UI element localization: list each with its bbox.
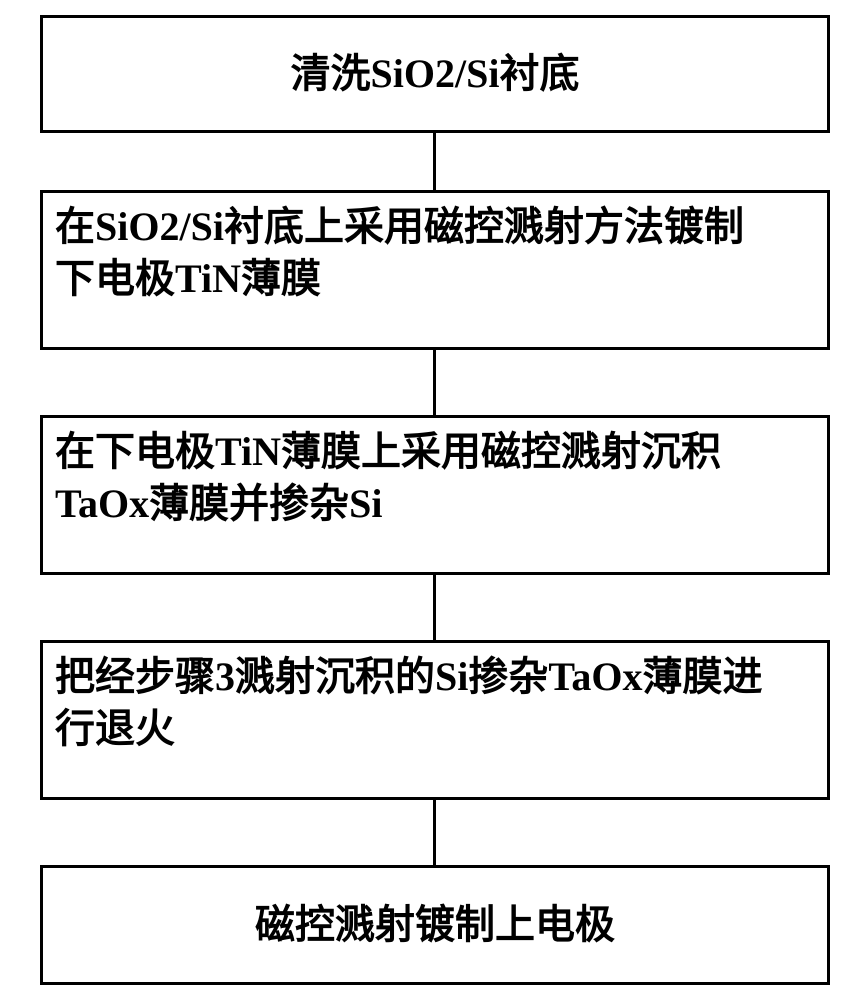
- flow-step-5-text: 磁控溅射镀制上电极: [255, 899, 615, 951]
- connector-4-5: [433, 800, 436, 865]
- flow-step-2: 在SiO2/Si衬底上采用磁控溅射方法镀制 下电极TiN薄膜: [40, 190, 830, 350]
- connector-1-2: [433, 133, 436, 190]
- flow-step-4: 把经步骤3溅射沉积的Si掺杂TaOx薄膜进 行退火: [40, 640, 830, 800]
- flow-step-3: 在下电极TiN薄膜上采用磁控溅射沉积 TaOx薄膜并掺杂Si: [40, 415, 830, 575]
- flow-step-4-text: 把经步骤3溅射沉积的Si掺杂TaOx薄膜进 行退火: [55, 651, 762, 755]
- flow-step-2-text: 在SiO2/Si衬底上采用磁控溅射方法镀制 下电极TiN薄膜: [55, 201, 744, 305]
- flow-step-5: 磁控溅射镀制上电极: [40, 865, 830, 985]
- flow-step-1: 清洗SiO2/Si衬底: [40, 15, 830, 133]
- flowchart-canvas: 清洗SiO2/Si衬底 在SiO2/Si衬底上采用磁控溅射方法镀制 下电极TiN…: [0, 0, 865, 1000]
- connector-2-3: [433, 350, 436, 415]
- flow-step-1-text: 清洗SiO2/Si衬底: [291, 48, 580, 100]
- connector-3-4: [433, 575, 436, 640]
- flow-step-3-text: 在下电极TiN薄膜上采用磁控溅射沉积 TaOx薄膜并掺杂Si: [55, 426, 721, 530]
